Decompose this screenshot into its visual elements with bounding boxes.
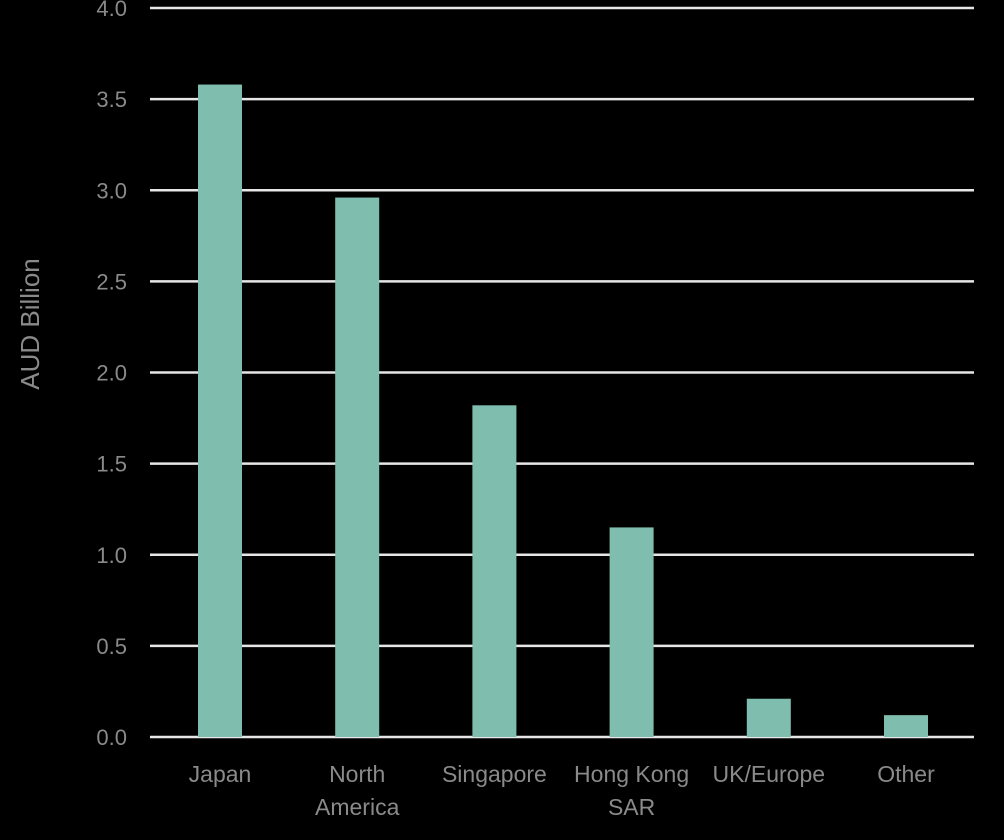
y-tick-label: 1.5	[96, 452, 127, 477]
bar-5	[884, 715, 928, 737]
y-axis-tick-labels: 0.0 0.5 1.0 1.5 2.0 2.5 3.0 3.5 4.0	[96, 0, 127, 750]
x-category-label-0: Japan	[189, 761, 252, 787]
bar-1	[335, 197, 380, 738]
y-tick-label: 0.0	[96, 725, 127, 750]
bars	[198, 84, 928, 738]
y-axis-title: AUD Billion	[15, 258, 45, 390]
y-tick-label: 3.5	[96, 87, 127, 112]
bar-4	[746, 698, 791, 737]
x-category-label-2: Singapore	[442, 761, 547, 787]
x-axis-category-labels: Japan North America Singapore Hong Kong SAR UK…	[189, 761, 935, 820]
y-tick-label: 2.5	[96, 269, 127, 294]
y-tick-label: 1.0	[96, 543, 127, 568]
y-tick-label: 2.0	[96, 361, 127, 386]
bar-2	[472, 405, 517, 737]
y-tick-label: 0.5	[96, 634, 127, 659]
bar-3	[609, 527, 654, 737]
y-tick-label: 3.0	[96, 178, 127, 203]
x-category-label-5: Other	[877, 761, 935, 787]
x-category-label-3: Hong Kong SAR	[574, 761, 689, 820]
x-category-label-1: North America	[315, 761, 400, 820]
bar-0	[198, 84, 242, 738]
y-tick-label: 4.0	[96, 0, 127, 21]
x-category-label-4: UK/Europe	[713, 761, 826, 787]
gridlines	[150, 6, 974, 739]
